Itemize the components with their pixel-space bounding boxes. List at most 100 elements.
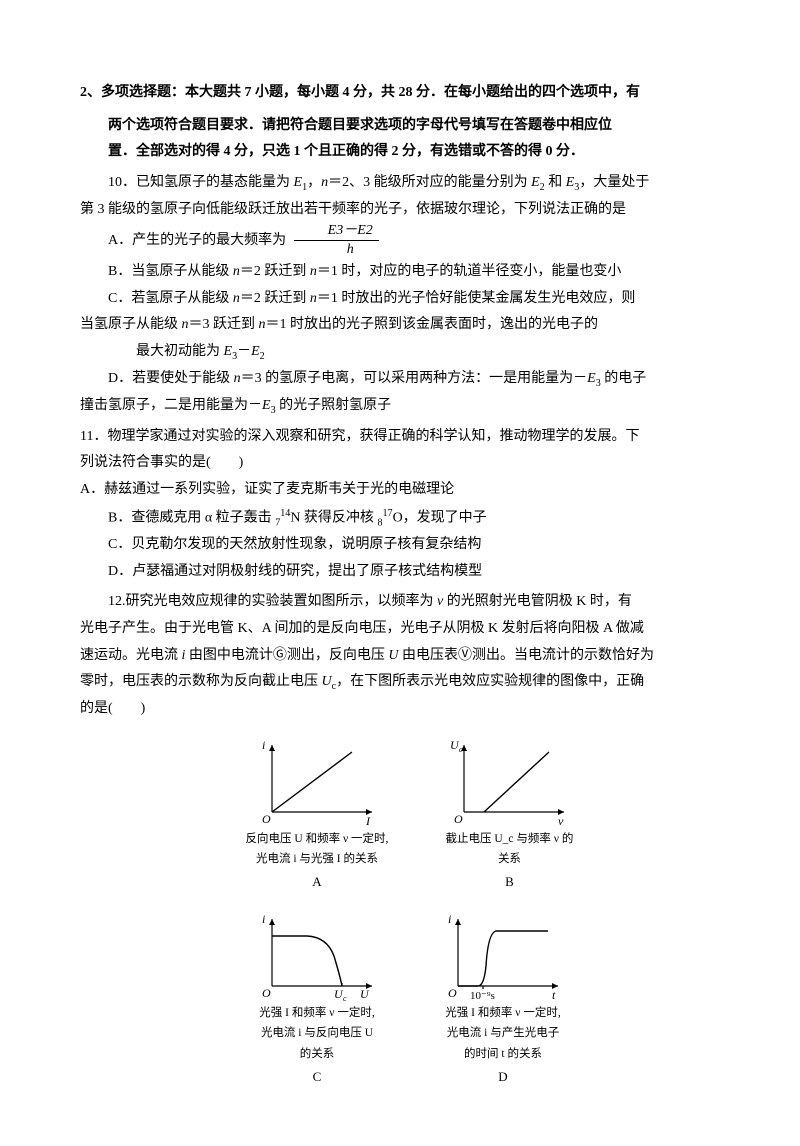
q12-stem-l2: 光电子产生。由于光电管 K、A 间加的是反向电压，光电子从阴极 K 发射后将向阳…	[80, 616, 740, 643]
denominator: h	[294, 241, 379, 259]
q10-opt-C-l1: C．若氢原子从能级 n＝2 跃迁到 n＝1 时放出的光子恰好能使某金属发生光电效…	[80, 286, 740, 313]
chart-D-cap1: 光强 I 和频率 ν 一定时,	[438, 1005, 568, 1022]
chart-B: Uc ν O 截止电压 U_c 与频率 ν 的 关系 B	[444, 737, 574, 895]
text: B．查德威克用 α 粒子轰击	[108, 510, 275, 525]
var-E3: E	[587, 371, 596, 386]
sub: 2	[260, 351, 265, 362]
svg-text:O: O	[262, 812, 271, 826]
text: ＝2、3 能级所对应的能量分别为	[328, 175, 531, 190]
svg-text:c: c	[343, 994, 347, 1001]
text: 撞击氢原子，二是用能量为－	[80, 398, 262, 413]
text: 12.研究光电效应规律的实验装置如图所示，以频率为	[108, 594, 437, 609]
text: ＝1 时，对应的电子的轨道半径变小，能量也变小	[317, 264, 622, 279]
var-n: n	[233, 264, 240, 279]
chart-C-cap2: 光电流 i 与反向电压 U	[252, 1025, 382, 1042]
text: 和	[545, 175, 566, 190]
text: N 获得反冲核	[290, 510, 377, 525]
chart-A: i I O 反向电压 U 和频率 ν 一定时, 光电流 i 与光强 I 的关系 …	[246, 737, 389, 895]
var-U: U	[388, 648, 398, 663]
sup: 17	[382, 508, 392, 519]
text: ＝3 的氢原子电离，可以采用两种方法：一是用能量为－	[241, 371, 588, 386]
svg-text:10⁻⁹s: 10⁻⁹s	[470, 990, 495, 1001]
var-n: n	[182, 317, 189, 332]
var-n: n	[233, 291, 240, 306]
svg-text:O: O	[262, 986, 271, 1000]
section-header-l1: 2、多项选择题：本大题共 7 小题，每小题 4 分，共 28 分．在每小题给出的…	[80, 80, 740, 107]
svg-text:I: I	[365, 814, 371, 827]
q10-stem-l1: 10．已知氢原子的基态能量为 E1，n＝2、3 能级所对应的能量分别为 E2 和…	[80, 170, 740, 197]
section-header-l3: 置．全部选对的得 4 分，只选 1 个且正确的得 2 分，有选错或不答的得 0 …	[80, 139, 740, 166]
text: ＝3 跃迁到	[189, 317, 259, 332]
fraction: E3－E2 h	[294, 223, 379, 259]
var-E1: E	[294, 175, 303, 190]
svg-text:U: U	[360, 987, 370, 1001]
chart-D-cap3: 的时间 t 的关系	[438, 1046, 568, 1063]
text: 的光照射光电管阴极 K 时，有	[443, 594, 632, 609]
text: ＝1 时放出的光子照到该金属表面时，逸出的光电子的	[266, 317, 599, 332]
chart-D-svg: i 10⁻⁹s t O	[438, 911, 568, 1001]
chart-C: i Uc U O 光强 I 和频率 ν 一定时, 光电流 i 与反向电压 U 的…	[252, 911, 382, 1090]
text: 的光子照射氢原子	[276, 398, 392, 413]
var-E2: E	[531, 175, 540, 190]
chart-B-svg: Uc ν O	[444, 737, 574, 827]
text: D．若要使处于能级	[108, 371, 234, 386]
sup: 14	[280, 508, 290, 519]
circled-V: Ⓥ	[458, 648, 472, 663]
svg-text:c: c	[459, 745, 463, 754]
text: ，	[307, 175, 321, 190]
section-header-l2: 两个选项符合题目要求．请把符合题目要求选项的字母代号填写在答题卷中相应位	[80, 113, 740, 140]
q10-opt-D-l2: 撞击氢原子，二是用能量为－E3 的光子照射氢原子	[80, 393, 740, 420]
chart-C-svg: i Uc U O	[252, 911, 382, 1001]
q11-opt-D: D．卢瑟福通过对阴极射线的研究，提出了原子核式结构模型	[80, 559, 740, 586]
chart-A-label: A	[246, 870, 389, 895]
text: A．产生的光子的最大频率为	[108, 234, 286, 249]
text: 由图中电流计	[185, 648, 273, 663]
chart-C-cap3: 的关系	[252, 1046, 382, 1063]
q11-stem-l1: 11．物理学家通过对实验的深入观察和研究，获得正确的科学认知，推动物理学的发展。…	[80, 424, 740, 451]
text: ，大量处于	[579, 175, 649, 190]
q12-stem-l4: 零时，电压表的示数称为反向截止电压 Uc，在下图所表示光电效应实验规律的图像中，…	[80, 669, 740, 696]
chart-A-cap2: 光电流 i 与光强 I 的关系	[246, 851, 389, 868]
q11-stem-l2: 列说法符合事实的是( )	[80, 450, 740, 477]
text: C．若氢原子从能级	[108, 291, 233, 306]
chart-row-2: i Uc U O 光强 I 和频率 ν 一定时, 光电流 i 与反向电压 U 的…	[80, 911, 740, 1090]
q10-opt-C-l3: 最大初动能为 E3－E2	[80, 339, 740, 366]
q10-opt-D-l1: D．若要使处于能级 n＝3 的氢原子电离，可以采用两种方法：一是用能量为－E3 …	[80, 366, 740, 393]
q12-stem-l3: 速运动。光电流 i 由图中电流计Ⓖ测出，反向电压 U 由电压表Ⓥ测出。当电流计的…	[80, 643, 740, 670]
text: 最大初动能为	[136, 344, 224, 359]
q11-opt-B: B．查德威克用 α 粒子轰击 714N 获得反冲核 817O，发现了中子	[80, 504, 740, 533]
var-E3: E	[262, 398, 271, 413]
svg-text:i: i	[262, 912, 265, 926]
text: ，在下图所表示光电效应实验规律的图像中，正确	[336, 674, 644, 689]
text: B．当氢原子从能级	[108, 264, 233, 279]
svg-text:O: O	[448, 986, 457, 1000]
text: O，发现了中子	[393, 510, 487, 525]
svg-text:i: i	[262, 738, 265, 752]
q10-opt-B: B．当氢原子从能级 n＝2 跃迁到 n＝1 时，对应的电子的轨道半径变小，能量也…	[80, 259, 740, 286]
q11-opt-C: C．贝克勒尔发现的天然放射性现象，说明原子核有复杂结构	[80, 532, 740, 559]
text: ＝2 跃迁到	[240, 291, 310, 306]
q10-opt-C-l2: 当氢原子从能级 n＝3 跃迁到 n＝1 时放出的光子照到该金属表面时，逸出的光电…	[80, 312, 740, 339]
q11-opt-A: A．赫兹通过一系列实验，证实了麦克斯韦关于光的电磁理论	[80, 477, 740, 504]
text: 零时，电压表的示数称为反向截止电压	[80, 674, 322, 689]
text: 测出，反向电压	[287, 648, 389, 663]
q10-stem-l2: 第 3 能级的氢原子向低能级跃迁放出若干频率的光子，依据玻尔理论，下列说法正确的…	[80, 197, 740, 224]
text: ＝1 时放出的光子恰好能使某金属发生光电效应，则	[317, 291, 636, 306]
q10-opt-A: A．产生的光子的最大频率为 E3－E2 h	[80, 223, 740, 259]
text: 速运动。光电流	[80, 648, 182, 663]
var-n: n	[310, 264, 317, 279]
charts-container: i I O 反向电压 U 和频率 ν 一定时, 光电流 i 与光强 I 的关系 …	[80, 737, 740, 1090]
text: 的电子	[601, 371, 647, 386]
chart-D-label: D	[438, 1065, 568, 1090]
chart-B-cap1: 截止电压 U_c 与频率 ν 的	[444, 831, 574, 848]
chart-D: i 10⁻⁹s t O 光强 I 和频率 ν 一定时, 光电流 i 与产生光电子…	[438, 911, 568, 1090]
text: 测出。当电流计的示数恰好为	[472, 648, 654, 663]
svg-text:t: t	[552, 988, 556, 1001]
var-n: n	[259, 317, 266, 332]
circled-G: Ⓖ	[273, 648, 287, 663]
chart-B-cap2: 关系	[444, 851, 574, 868]
text: －	[237, 344, 251, 359]
svg-text:i: i	[448, 912, 451, 926]
text: 10．已知氢原子的基态能量为	[108, 175, 294, 190]
q12-stem-l5: 的是( )	[80, 696, 740, 723]
